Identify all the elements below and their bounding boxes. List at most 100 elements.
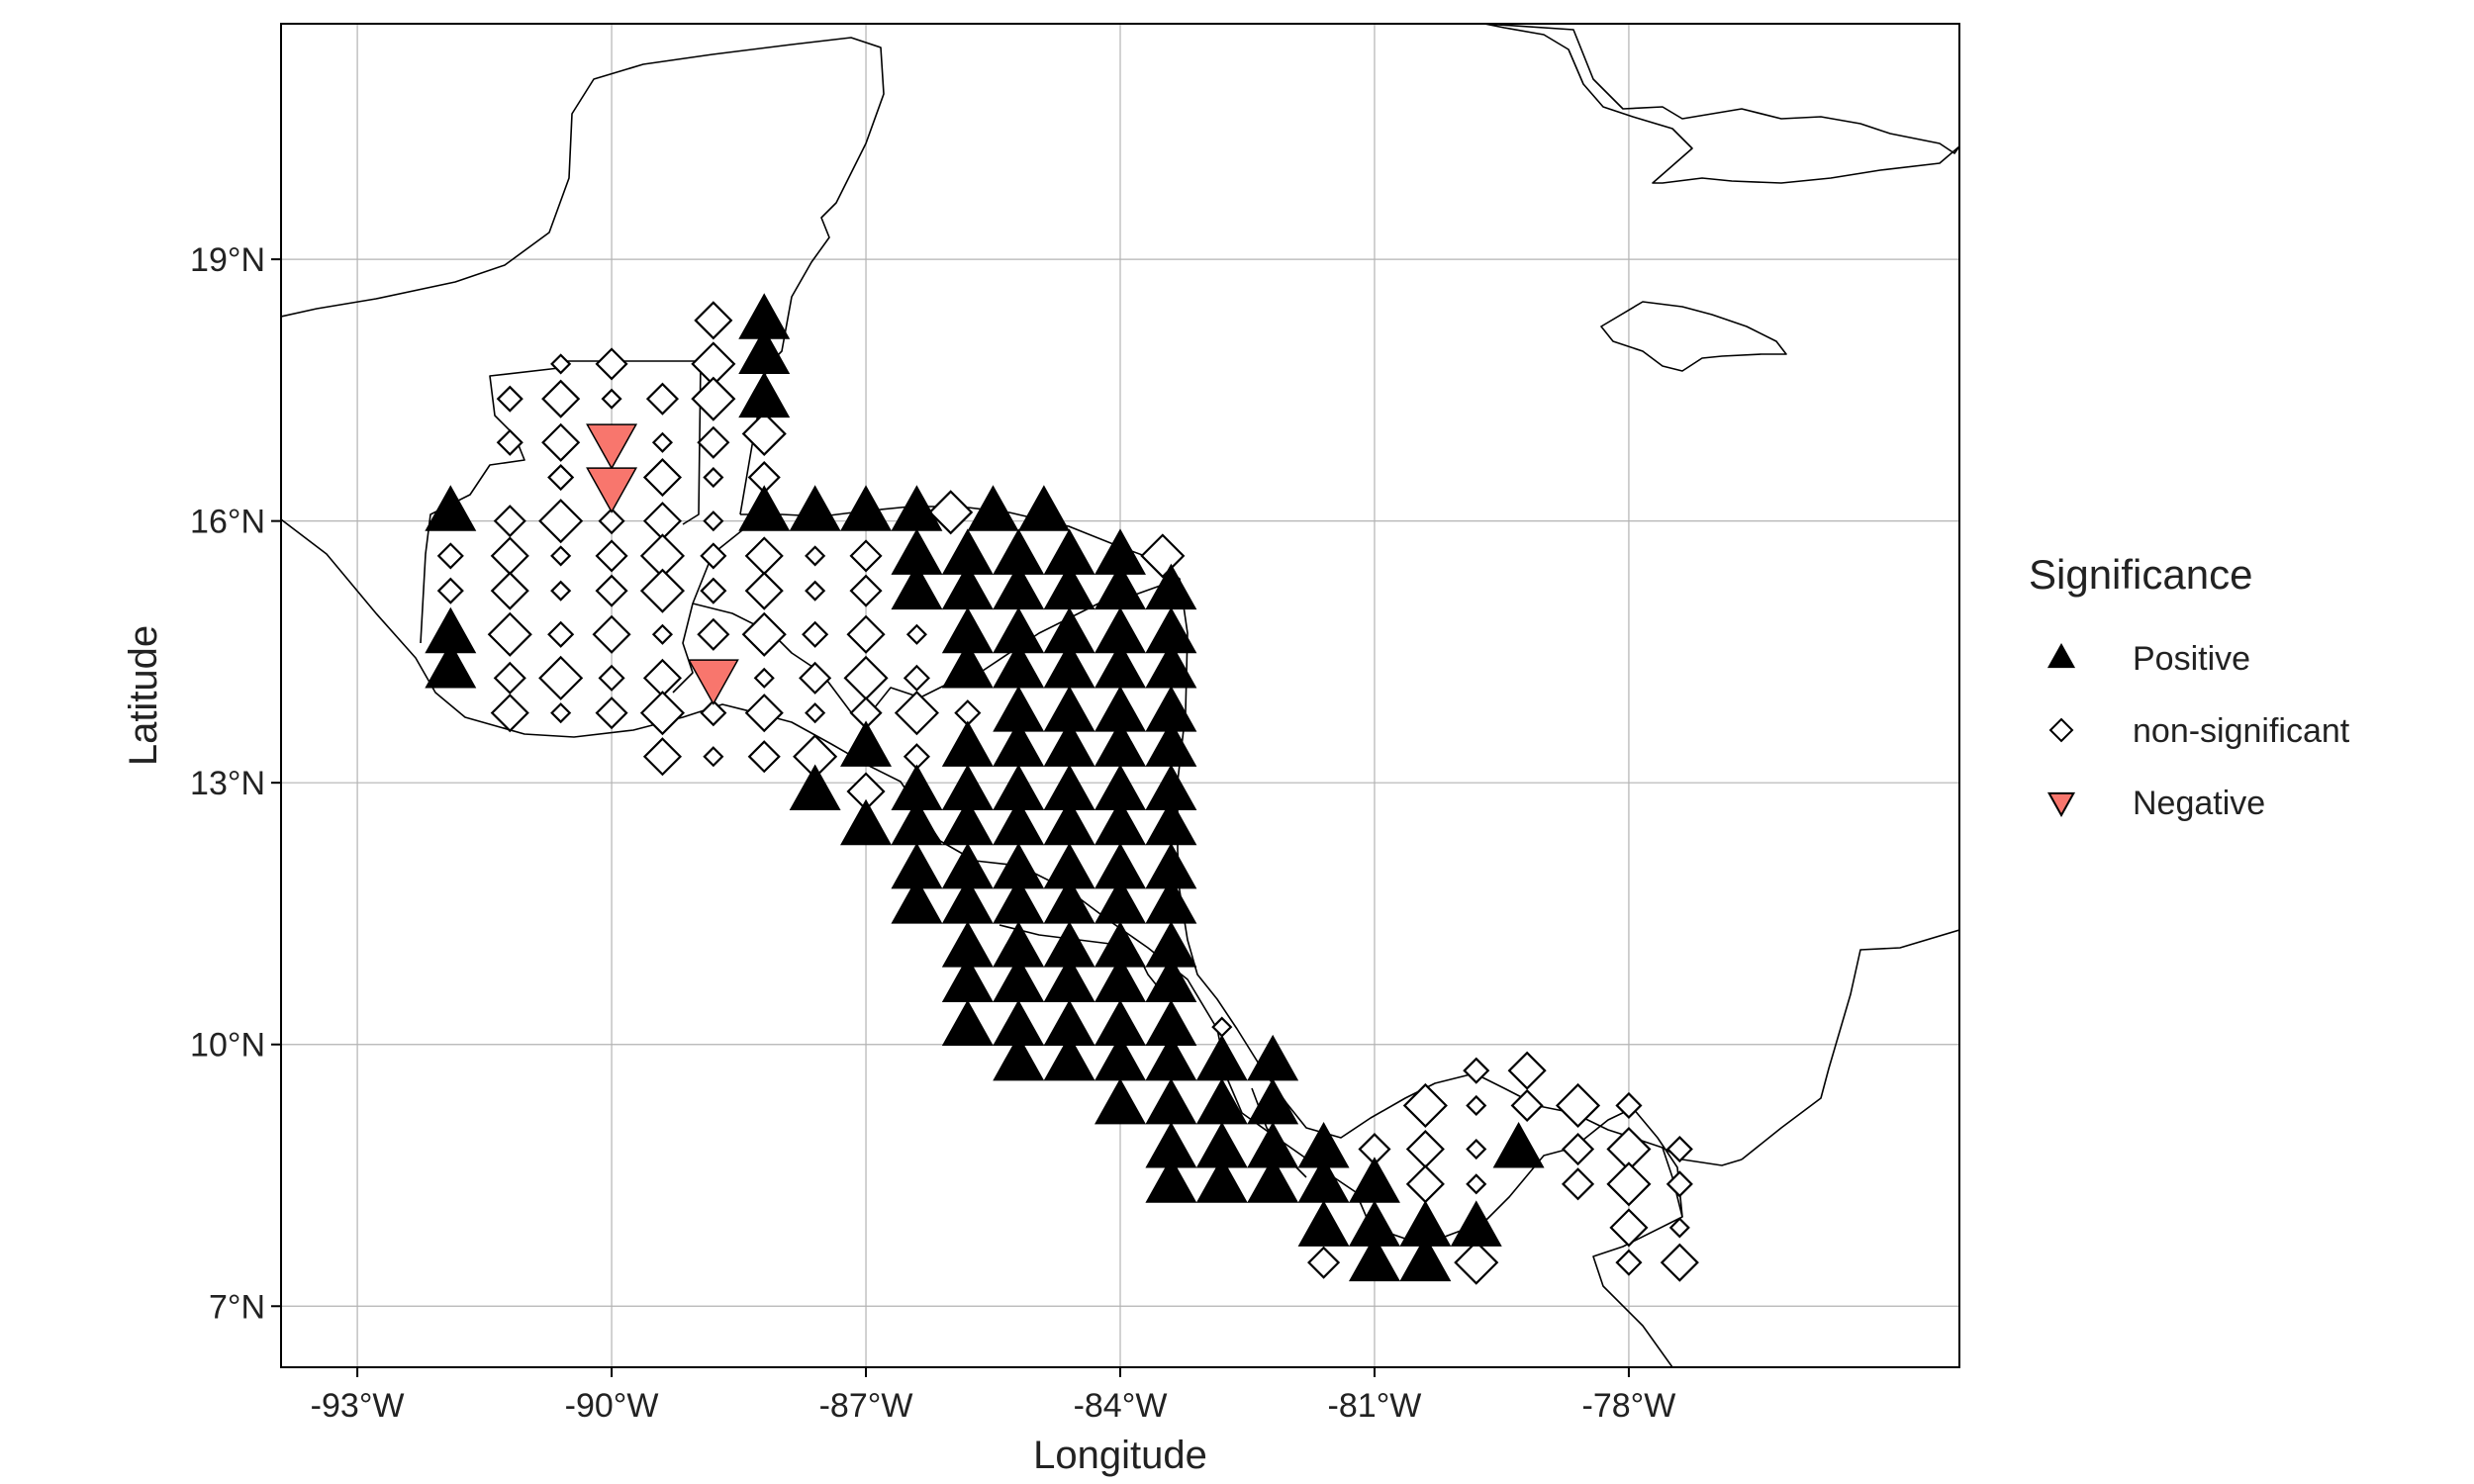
point-non-significant	[741, 411, 787, 457]
point-non-significant	[849, 574, 883, 607]
point-positive	[941, 999, 994, 1047]
point-non-significant	[700, 699, 727, 727]
legend-label-positive: Positive	[2133, 640, 2250, 678]
point-non-significant	[496, 385, 523, 413]
point-non-significant	[1466, 1173, 1487, 1195]
point-non-significant	[1606, 1161, 1652, 1207]
point-non-significant	[490, 694, 529, 733]
point-non-significant	[1660, 1243, 1699, 1282]
legend-key-negative	[2046, 791, 2076, 818]
point-non-significant	[744, 694, 784, 733]
legend-entries: Positive non-significant Negative	[2046, 640, 2350, 822]
point-non-significant	[651, 431, 674, 453]
point-non-significant	[928, 490, 974, 535]
point-positive	[1348, 1235, 1400, 1282]
coastline-mexico	[281, 37, 885, 367]
point-non-significant	[1665, 1135, 1693, 1163]
point-non-significant	[436, 542, 464, 570]
point-non-significant	[639, 691, 686, 736]
point-non-significant	[550, 580, 572, 602]
point-non-significant	[805, 545, 826, 567]
point-non-significant	[700, 577, 727, 604]
point-non-significant	[747, 740, 781, 774]
legend: Significance Positive non-significant Nega…	[2029, 551, 2350, 822]
point-positive	[1195, 1157, 1248, 1203]
point-positive	[425, 642, 477, 689]
coastline-cuba	[1483, 24, 1959, 184]
point-positive	[789, 485, 841, 531]
boundary-panama-colombia	[1662, 1147, 1683, 1218]
legend-label-negative: Negative	[2133, 785, 2265, 822]
point-non-significant	[1307, 1246, 1341, 1279]
point-positive	[840, 485, 893, 531]
point-non-significant	[595, 574, 628, 607]
point-non-significant	[846, 614, 886, 654]
point-non-significant	[753, 667, 775, 689]
point-non-significant	[595, 539, 628, 573]
point-positive	[1094, 1077, 1146, 1125]
point-non-significant	[1561, 1167, 1595, 1201]
point-non-significant	[802, 620, 829, 648]
point-non-significant	[538, 499, 584, 544]
point-positive	[891, 878, 943, 924]
point-non-significant	[487, 611, 532, 657]
point-non-significant	[493, 661, 526, 695]
point-non-significant	[1463, 1057, 1490, 1084]
coastline-colombia	[1741, 929, 1959, 1160]
point-non-significant	[639, 568, 686, 613]
y-tick-label: 7°N	[209, 1288, 265, 1326]
point-non-significant	[595, 696, 628, 730]
point-non-significant	[1609, 1208, 1649, 1248]
point-non-significant	[541, 422, 581, 462]
point-positive	[1492, 1122, 1545, 1168]
point-positive	[738, 485, 791, 531]
x-tick-label: -90°W	[565, 1387, 659, 1425]
y-tick-label: 10°N	[190, 1027, 265, 1065]
point-non-significant	[703, 746, 724, 768]
point-non-significant	[805, 702, 826, 724]
point-positive	[1017, 485, 1070, 531]
point-non-significant	[744, 571, 784, 610]
point-non-significant	[903, 664, 930, 692]
point-non-significant	[703, 510, 724, 532]
point-positive	[789, 764, 841, 810]
point-non-significant	[1561, 1132, 1595, 1166]
coastline-jamaica	[1600, 301, 1787, 372]
x-tick-label: -78°W	[1582, 1387, 1676, 1425]
point-positive	[425, 485, 477, 531]
point-non-significant	[1402, 1082, 1448, 1129]
point-positive	[891, 563, 943, 610]
point-negative	[586, 467, 638, 513]
point-negative	[586, 423, 638, 470]
point-non-significant	[550, 545, 572, 567]
x-tick-label: -81°W	[1328, 1387, 1422, 1425]
point-positive	[1043, 1034, 1095, 1081]
point-non-significant	[592, 614, 631, 654]
point-non-significant	[849, 539, 883, 573]
point-non-significant	[550, 353, 572, 375]
x-axis-label: Longitude	[1033, 1434, 1207, 1477]
points-positive	[425, 293, 1545, 1282]
point-non-significant	[691, 376, 736, 421]
point-positive	[941, 642, 994, 689]
point-non-significant	[595, 347, 628, 381]
point-negative	[687, 659, 739, 705]
point-non-significant	[645, 382, 680, 416]
point-positive	[967, 485, 1019, 531]
point-positive	[840, 720, 893, 767]
boundary-guatemala-belize	[682, 360, 702, 525]
point-non-significant	[436, 577, 464, 604]
point-non-significant	[805, 580, 826, 602]
point-non-significant	[1507, 1051, 1547, 1090]
point-non-significant	[905, 623, 927, 645]
point-non-significant	[1668, 1217, 1690, 1239]
y-axis-ticks: 7°N 10°N 13°N 16°N 19°N	[190, 241, 281, 1326]
point-positive	[738, 371, 791, 418]
coastline-pacific	[281, 518, 1683, 1367]
point-non-significant	[598, 508, 625, 535]
point-non-significant	[703, 466, 724, 489]
point-positive	[840, 798, 893, 846]
point-non-significant	[1510, 1088, 1544, 1123]
